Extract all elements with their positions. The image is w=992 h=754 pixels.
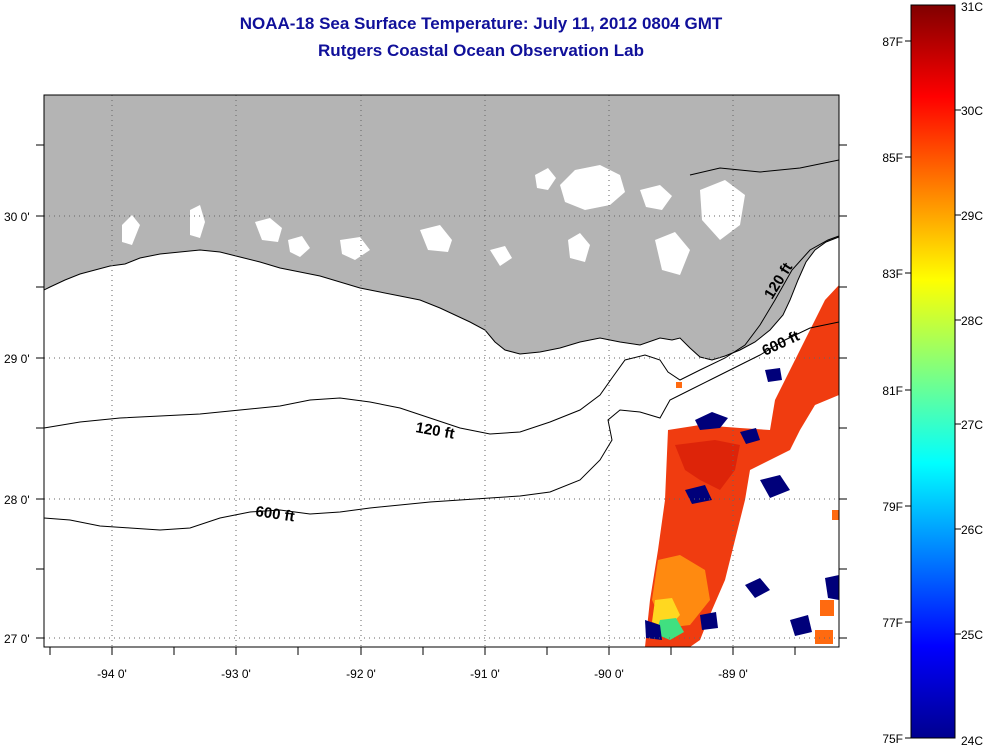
lake-borgne bbox=[640, 185, 672, 210]
sst-cold-patches bbox=[645, 368, 839, 640]
contour-label-120ft: 120 ft bbox=[414, 419, 456, 443]
tick-marks bbox=[36, 144, 847, 655]
cold-patch bbox=[700, 612, 718, 630]
lat-label-28: 28 0' bbox=[4, 493, 30, 507]
cold-patch bbox=[825, 575, 839, 600]
cb-c-26: 26C bbox=[961, 523, 983, 537]
map-subtitle: Rutgers Coastal Ocean Observation Lab bbox=[318, 41, 644, 60]
lon-label-93: -93 0' bbox=[221, 667, 251, 681]
ms-coastline bbox=[689, 159, 839, 176]
cb-f-81: 81F bbox=[882, 384, 903, 398]
calcasieu-lake bbox=[190, 205, 205, 238]
terrebonne-bay bbox=[490, 246, 512, 266]
inland-water bbox=[122, 165, 745, 275]
cb-c-25: 25C bbox=[961, 628, 983, 642]
lat-label-27: 27 0' bbox=[4, 632, 30, 646]
contour-label-600ft: 600 ft bbox=[254, 503, 295, 525]
lon-label-92: -92 0' bbox=[346, 667, 376, 681]
colorbar bbox=[910, 4, 956, 739]
map-title: NOAA-18 Sea Surface Temperature: July 11… bbox=[239, 14, 723, 33]
cold-patch bbox=[685, 485, 712, 504]
sst-swath-green bbox=[656, 618, 684, 640]
lon-label-94: -94 0' bbox=[97, 667, 127, 681]
lat-label-29: 29 0' bbox=[4, 352, 30, 366]
sst-swath-warm bbox=[645, 285, 839, 647]
cold-patch bbox=[745, 578, 770, 598]
cb-f-83: 83F bbox=[882, 267, 903, 281]
cold-patch bbox=[760, 475, 790, 498]
sst-scattered-warm bbox=[676, 382, 839, 644]
cb-f-85: 85F bbox=[882, 151, 903, 165]
warm-pixel bbox=[820, 600, 834, 616]
warm-pixel bbox=[676, 382, 682, 388]
map-frame bbox=[43, 94, 840, 648]
cold-patch bbox=[765, 368, 782, 382]
cb-f-79: 79F bbox=[882, 500, 903, 514]
cb-c-28: 28C bbox=[961, 314, 983, 328]
cold-patch bbox=[790, 615, 812, 636]
contour-120ft bbox=[43, 235, 840, 435]
cb-f-77: 77F bbox=[882, 616, 903, 630]
cb-c-31: 31C bbox=[961, 0, 983, 14]
cold-patch bbox=[695, 412, 728, 430]
vermilion-bay bbox=[340, 237, 370, 260]
white-lake bbox=[288, 236, 310, 257]
lake-pontchartrain bbox=[560, 165, 625, 210]
graticule bbox=[44, 95, 839, 647]
lat-label-30: 30 0' bbox=[4, 210, 30, 224]
cb-f-75: 75F bbox=[882, 732, 903, 746]
sabine-lake bbox=[122, 215, 140, 245]
chandeleur-sound bbox=[700, 180, 745, 240]
breton-sound bbox=[655, 232, 690, 275]
cb-f-87: 87F bbox=[882, 35, 903, 49]
barataria-lake bbox=[568, 233, 590, 262]
atchafalaya-bay bbox=[420, 225, 452, 252]
cb-c-27: 27C bbox=[961, 418, 983, 432]
contour-600ft bbox=[43, 321, 840, 531]
sst-swath-warm-dark bbox=[675, 440, 740, 490]
warm-pixel bbox=[815, 630, 833, 644]
cb-c-30: 30C bbox=[961, 104, 983, 118]
cold-patch bbox=[740, 428, 760, 444]
cb-c-29: 29C bbox=[961, 209, 983, 223]
cold-patch bbox=[645, 620, 662, 640]
cb-c-24: 24C bbox=[961, 734, 983, 748]
grand-lake bbox=[255, 218, 282, 242]
lon-label-90: -90 0' bbox=[594, 667, 624, 681]
lon-label-91: -91 0' bbox=[470, 667, 500, 681]
lon-label-89: -89 0' bbox=[718, 667, 748, 681]
lake-maurepas bbox=[535, 168, 556, 190]
warm-pixel bbox=[832, 510, 839, 520]
colorbar-ticks bbox=[905, 40, 961, 739]
